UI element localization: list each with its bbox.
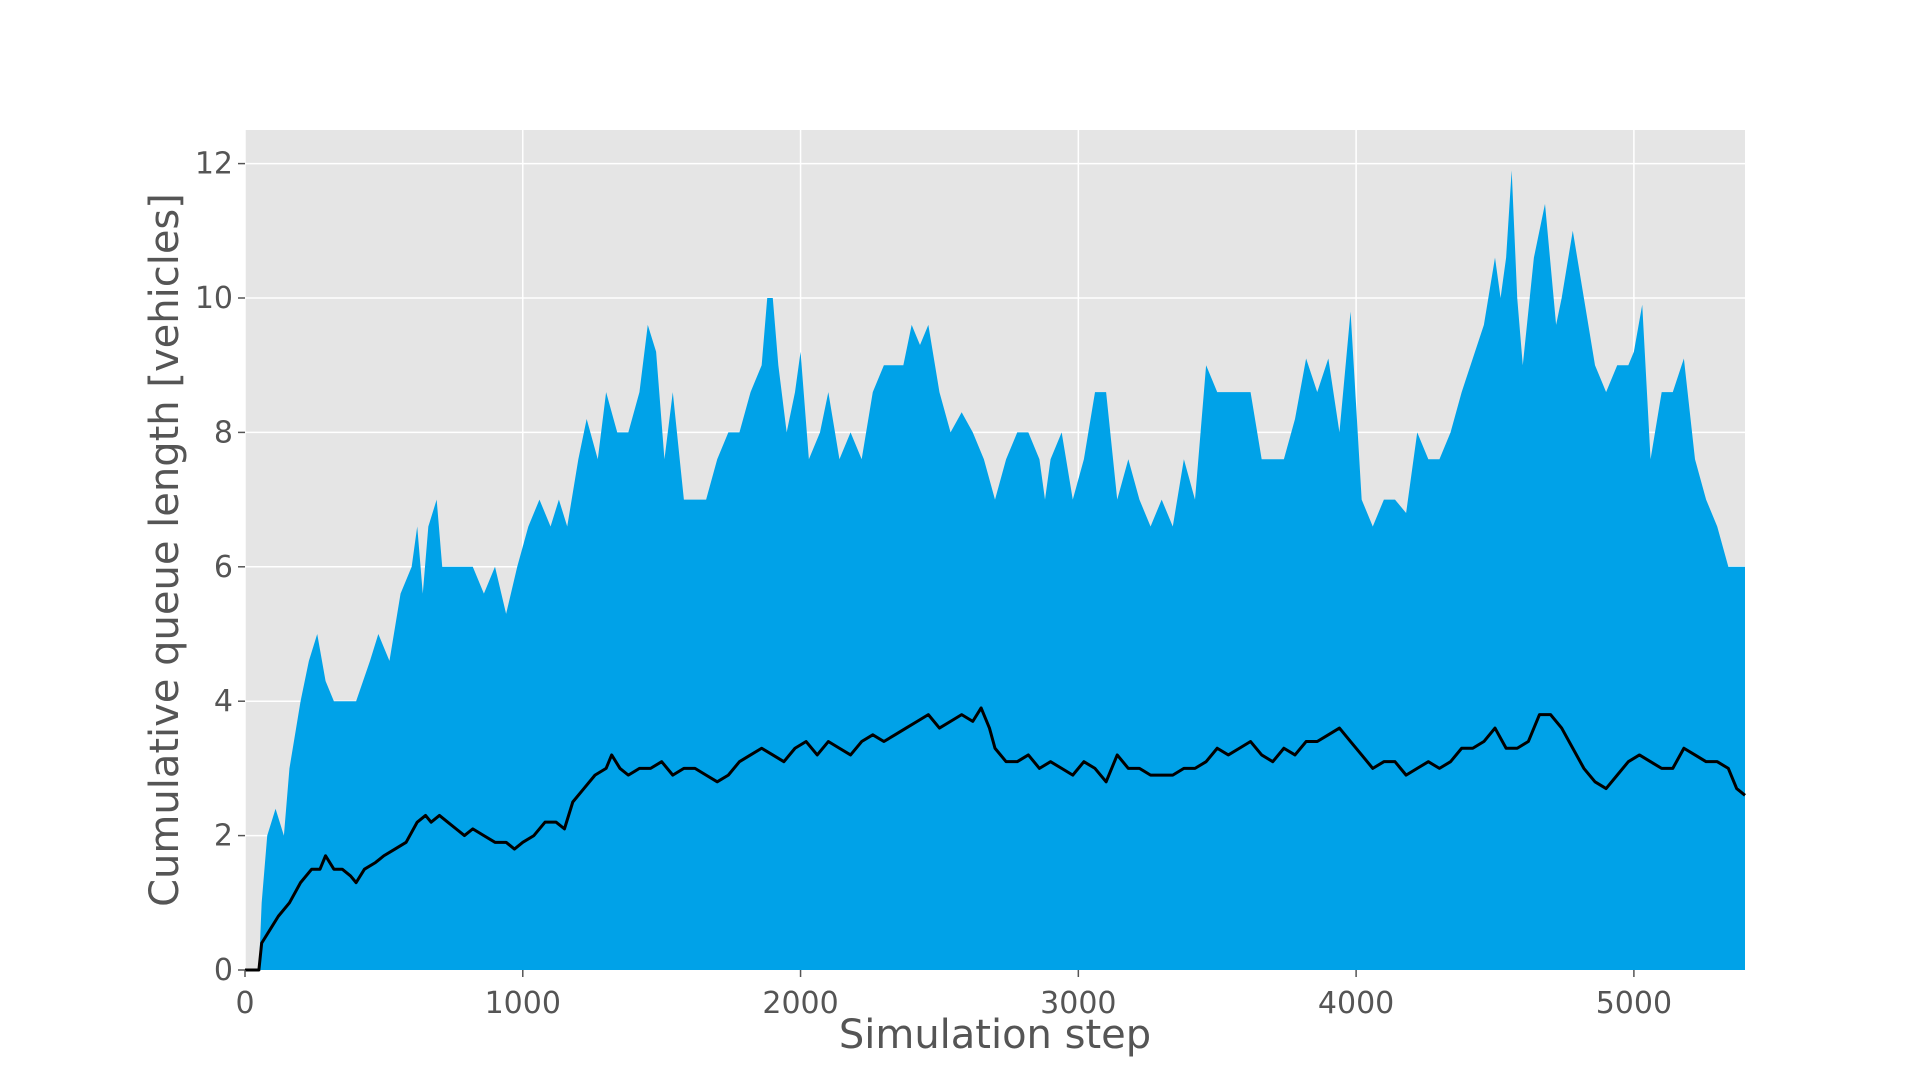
x-tick-label: 3000 bbox=[1040, 986, 1116, 1021]
y-tick-label: 10 bbox=[195, 281, 233, 316]
x-axis: 0 1000 2000 3000 4000 5000 bbox=[235, 970, 1672, 1021]
y-tick-label: 8 bbox=[214, 415, 233, 450]
x-tick-label: 2000 bbox=[762, 986, 838, 1021]
y-axis: 0 2 4 6 8 10 12 bbox=[195, 147, 245, 988]
x-tick-label: 5000 bbox=[1596, 986, 1672, 1021]
y-tick-label: 6 bbox=[214, 550, 233, 585]
y-axis-label: Cumulative queue length [vehicles] bbox=[142, 193, 188, 907]
y-tick-label: 2 bbox=[214, 819, 233, 854]
mean-line-series bbox=[245, 706, 1746, 972]
y-tick-label: 0 bbox=[214, 953, 233, 988]
y-tick-label: 12 bbox=[195, 147, 233, 182]
x-tick-label: 0 bbox=[235, 986, 254, 1021]
x-axis-label: Simulation step bbox=[839, 1012, 1151, 1058]
x-tick-label: 1000 bbox=[485, 986, 561, 1021]
mean-queue-line bbox=[245, 706, 1746, 972]
y-tick-label: 4 bbox=[214, 684, 233, 719]
x-tick-label: 4000 bbox=[1318, 986, 1394, 1021]
